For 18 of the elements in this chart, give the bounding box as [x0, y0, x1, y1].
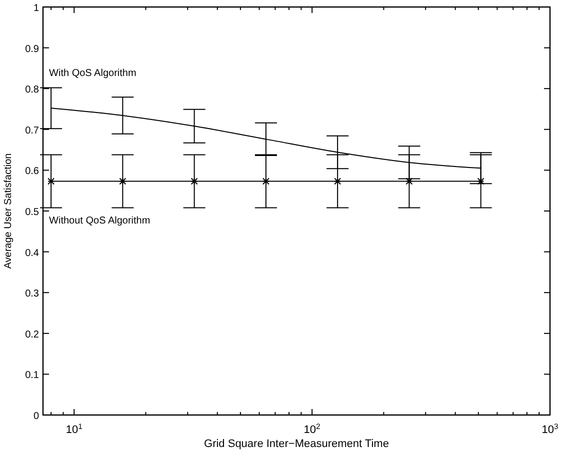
y-axis-title: Average User Satisfaction [3, 153, 14, 269]
x-tick-label: 10$^{1}$ [66, 422, 82, 436]
y-tick-label: 0.8 [25, 84, 40, 96]
x-axis-title: Grid Square Inter−Measurement Time [204, 438, 389, 450]
y-tick-label: 0 [33, 411, 40, 422]
y-tick-label: 0.7 [25, 125, 40, 136]
y-tick-label: 0.2 [25, 329, 40, 340]
y-tick-label: 0.6 [25, 166, 40, 178]
y-tick-label: 0.9 [25, 44, 40, 55]
legend-label: Without QoS Algorithm [49, 216, 150, 227]
x-tick-label: 10$^{3}$ [542, 422, 558, 436]
y-tick-label: 0.5 [25, 207, 40, 218]
y-tick-label: 1 [33, 3, 40, 14]
y-tick-label: 0.1 [25, 370, 40, 382]
x-tick-label: 10$^{2}$ [304, 422, 320, 436]
y-tick-label: 0.4 [25, 248, 40, 259]
text: With QoS Algorithm [49, 68, 136, 79]
y-tick-label: 0.3 [25, 288, 40, 300]
